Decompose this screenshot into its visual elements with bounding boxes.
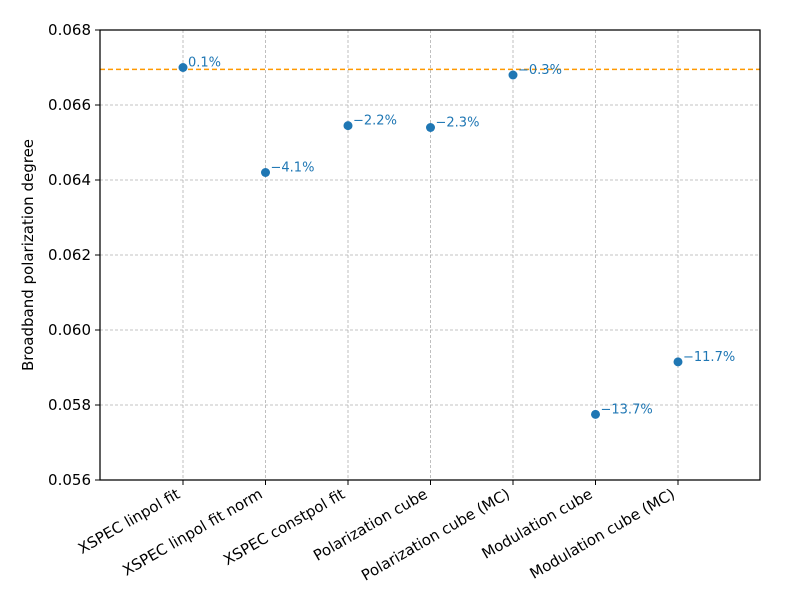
x-tick-label-6: Modulation cube (MC) xyxy=(527,485,678,583)
x-tick-label-4: Polarization cube (MC) xyxy=(358,485,513,585)
data-label-4: −0.3% xyxy=(518,63,562,78)
y-tick-label-5: 0.066 xyxy=(48,96,91,114)
y-tick-label-2: 0.060 xyxy=(48,321,91,339)
data-label-0: 0.1% xyxy=(188,56,221,71)
data-label-1: −4.1% xyxy=(271,161,315,176)
data-point-4 xyxy=(509,71,518,80)
grid xyxy=(100,30,760,480)
y-tick-label-4: 0.064 xyxy=(48,171,91,189)
y-tick-label-3: 0.062 xyxy=(48,246,91,264)
y-axis-ticks: 0.056 0.058 0.060 0.062 0.064 0.066 0.068 xyxy=(48,21,100,489)
y-tick-label-0: 0.056 xyxy=(48,471,91,489)
data-point-2 xyxy=(344,121,353,130)
data-label-6: −11.7% xyxy=(683,350,735,365)
data-label-5: −13.7% xyxy=(601,402,653,417)
data-point-5 xyxy=(591,410,600,419)
data-point-1 xyxy=(261,168,270,177)
data-label-2: −2.2% xyxy=(353,114,397,129)
data-point-0 xyxy=(179,63,188,72)
data-point-3 xyxy=(426,123,435,132)
y-tick-label-1: 0.058 xyxy=(48,396,91,414)
y-tick-label-6: 0.068 xyxy=(48,21,91,39)
data-labels: 0.1% −4.1% −2.2% −2.3% −0.3% −13.7% −11.7% xyxy=(188,56,735,418)
data-label-3: −2.3% xyxy=(436,116,480,131)
data-point-6 xyxy=(674,357,683,366)
x-tick-label-1: XSPEC linpol fit norm xyxy=(119,485,265,580)
y-axis-label: Broadband polarization degree xyxy=(19,139,37,371)
